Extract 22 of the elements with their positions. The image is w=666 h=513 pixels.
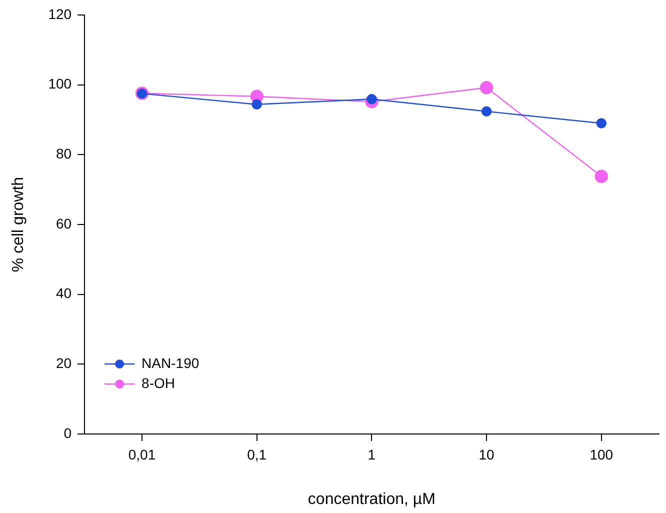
y-tick-label: 120 [48, 6, 72, 22]
x-tick-label: 100 [590, 446, 614, 462]
point [596, 118, 606, 128]
y-tick-label: 20 [56, 355, 72, 372]
point [252, 99, 262, 110]
y-axis-title: % cell growth [10, 176, 28, 272]
y-tick-label: 40 [56, 285, 72, 302]
legend-label: NAN-190 [142, 354, 200, 371]
point [481, 106, 492, 116]
y-tick-label: 60 [56, 215, 72, 232]
x-axis-title: concentration, µM [308, 490, 436, 508]
x-tick-label: 0,01 [128, 446, 156, 462]
x-tick-label: 0,1 [247, 446, 267, 462]
point [366, 94, 377, 104]
x-tick-label: 10 [478, 446, 495, 462]
legend-label: 8-OH [142, 374, 176, 391]
point [594, 170, 608, 183]
y-tick-label: 80 [56, 146, 72, 162]
y-tick-label: 0 [64, 424, 72, 441]
point [480, 81, 494, 94]
y-tick-label: 100 [48, 76, 72, 92]
x-tick-label: 1 [368, 446, 376, 462]
